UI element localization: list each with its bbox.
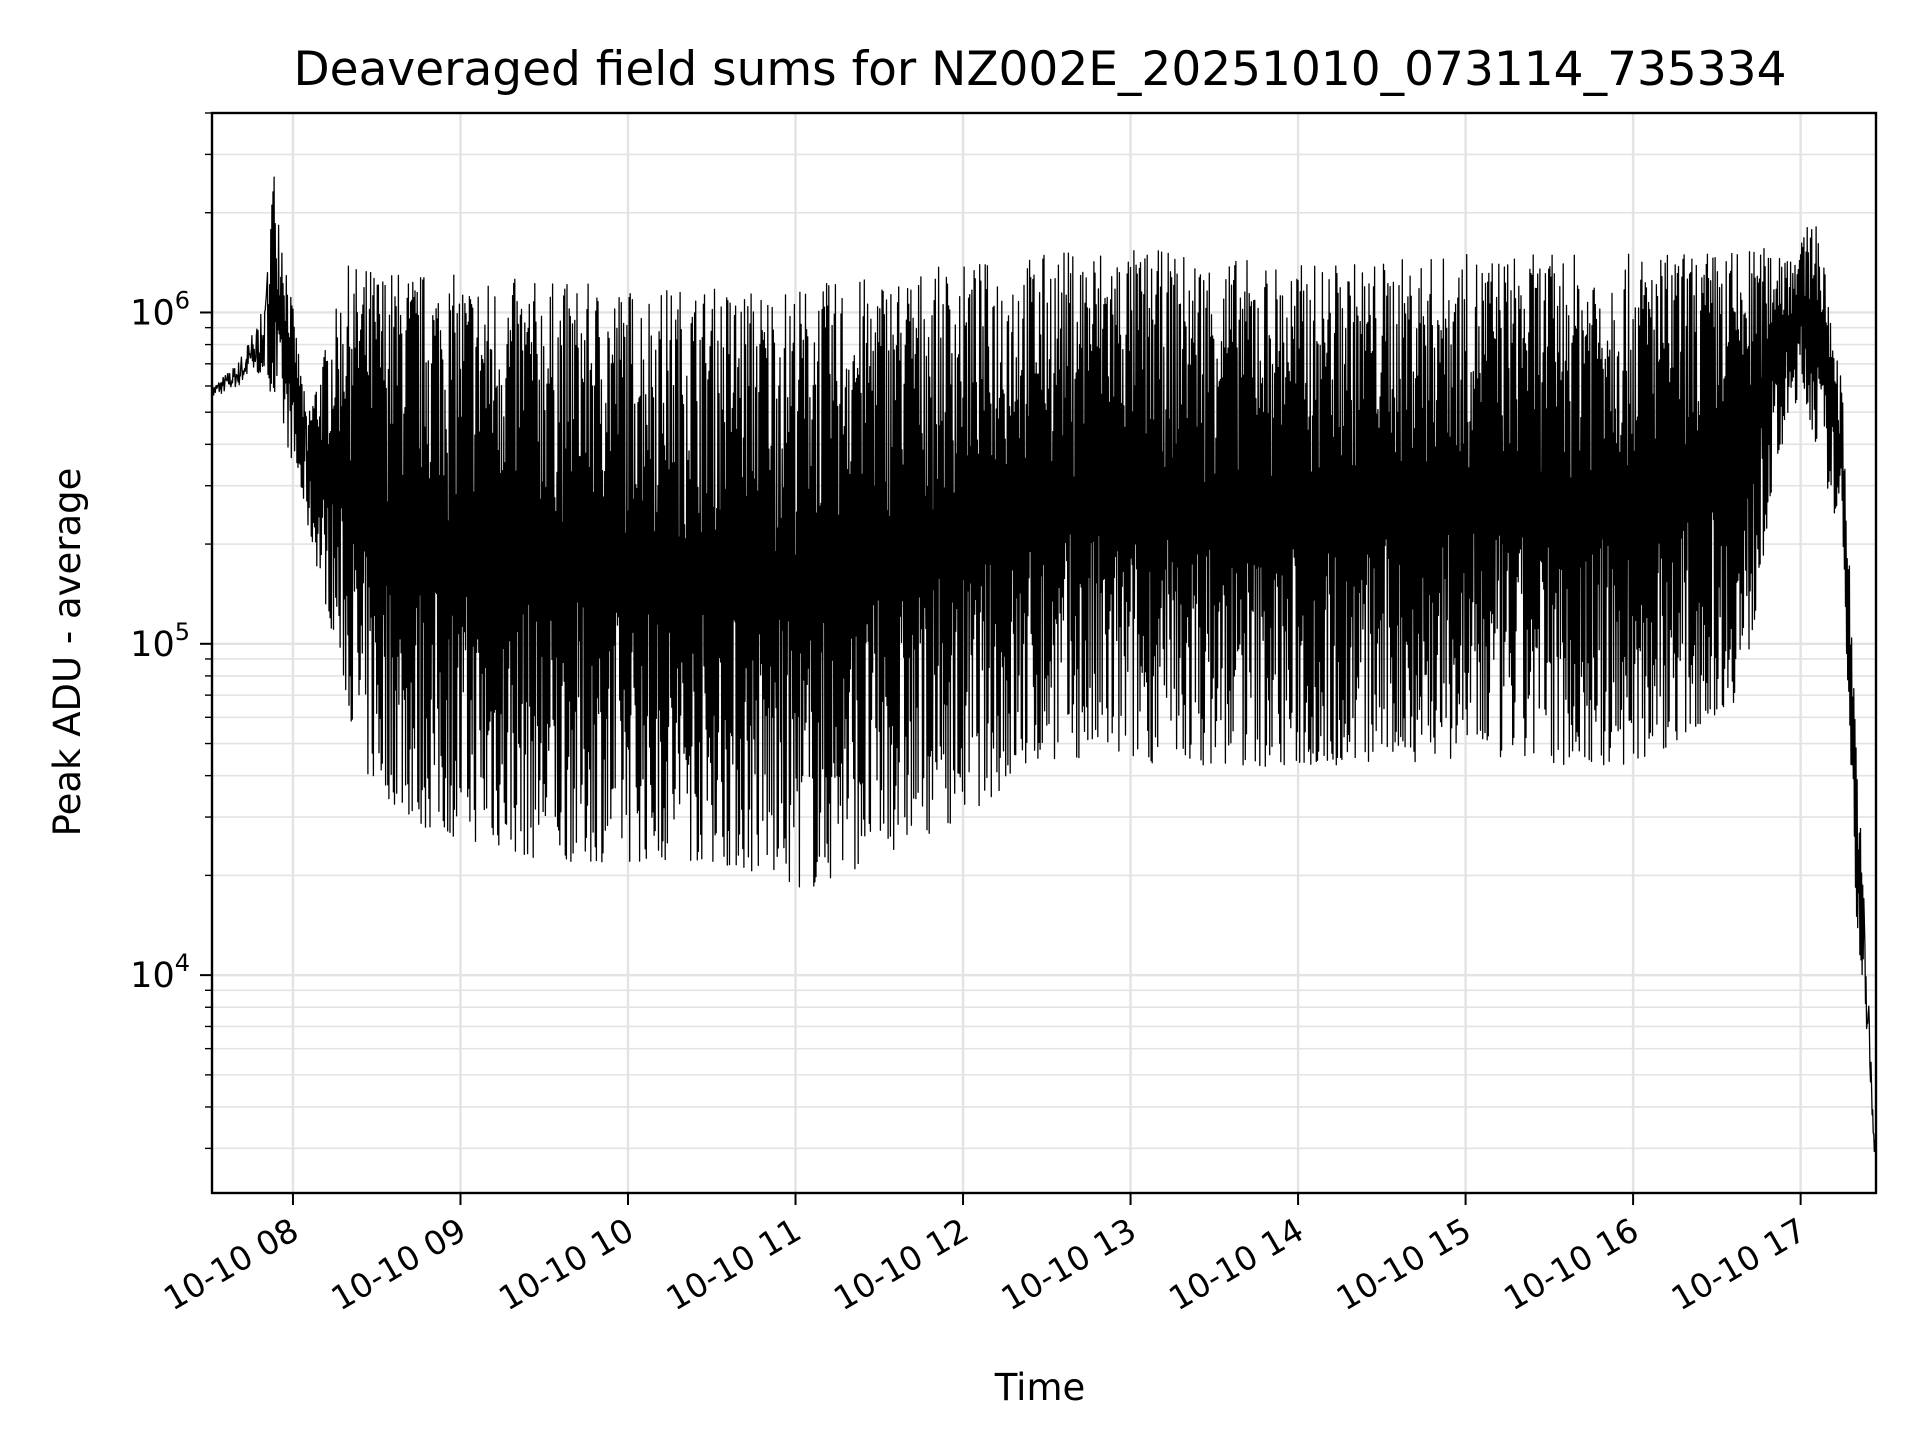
data-area bbox=[211, 176, 1877, 1164]
y-tick-label-base: 10 bbox=[130, 956, 175, 996]
y-tick-label-exponent: 6 bbox=[175, 286, 190, 314]
x-axis-label: Time bbox=[994, 1366, 1086, 1409]
y-axis-label: Peak ADU - average bbox=[46, 468, 89, 837]
y-tick-label: 106 bbox=[130, 286, 190, 333]
series-line bbox=[211, 176, 1877, 1164]
y-tick-label-exponent: 4 bbox=[175, 949, 190, 977]
y-tick-label-base: 10 bbox=[130, 625, 175, 665]
y-tick-label: 105 bbox=[130, 618, 190, 665]
plot-frame bbox=[210, 111, 1878, 1195]
y-tick-label-base: 10 bbox=[130, 293, 175, 333]
chart-title: Deaveraged field sums for NZ002E_2025101… bbox=[293, 42, 1786, 97]
y-tick-label: 104 bbox=[130, 949, 190, 996]
y-tick-label-exponent: 5 bbox=[175, 618, 190, 646]
